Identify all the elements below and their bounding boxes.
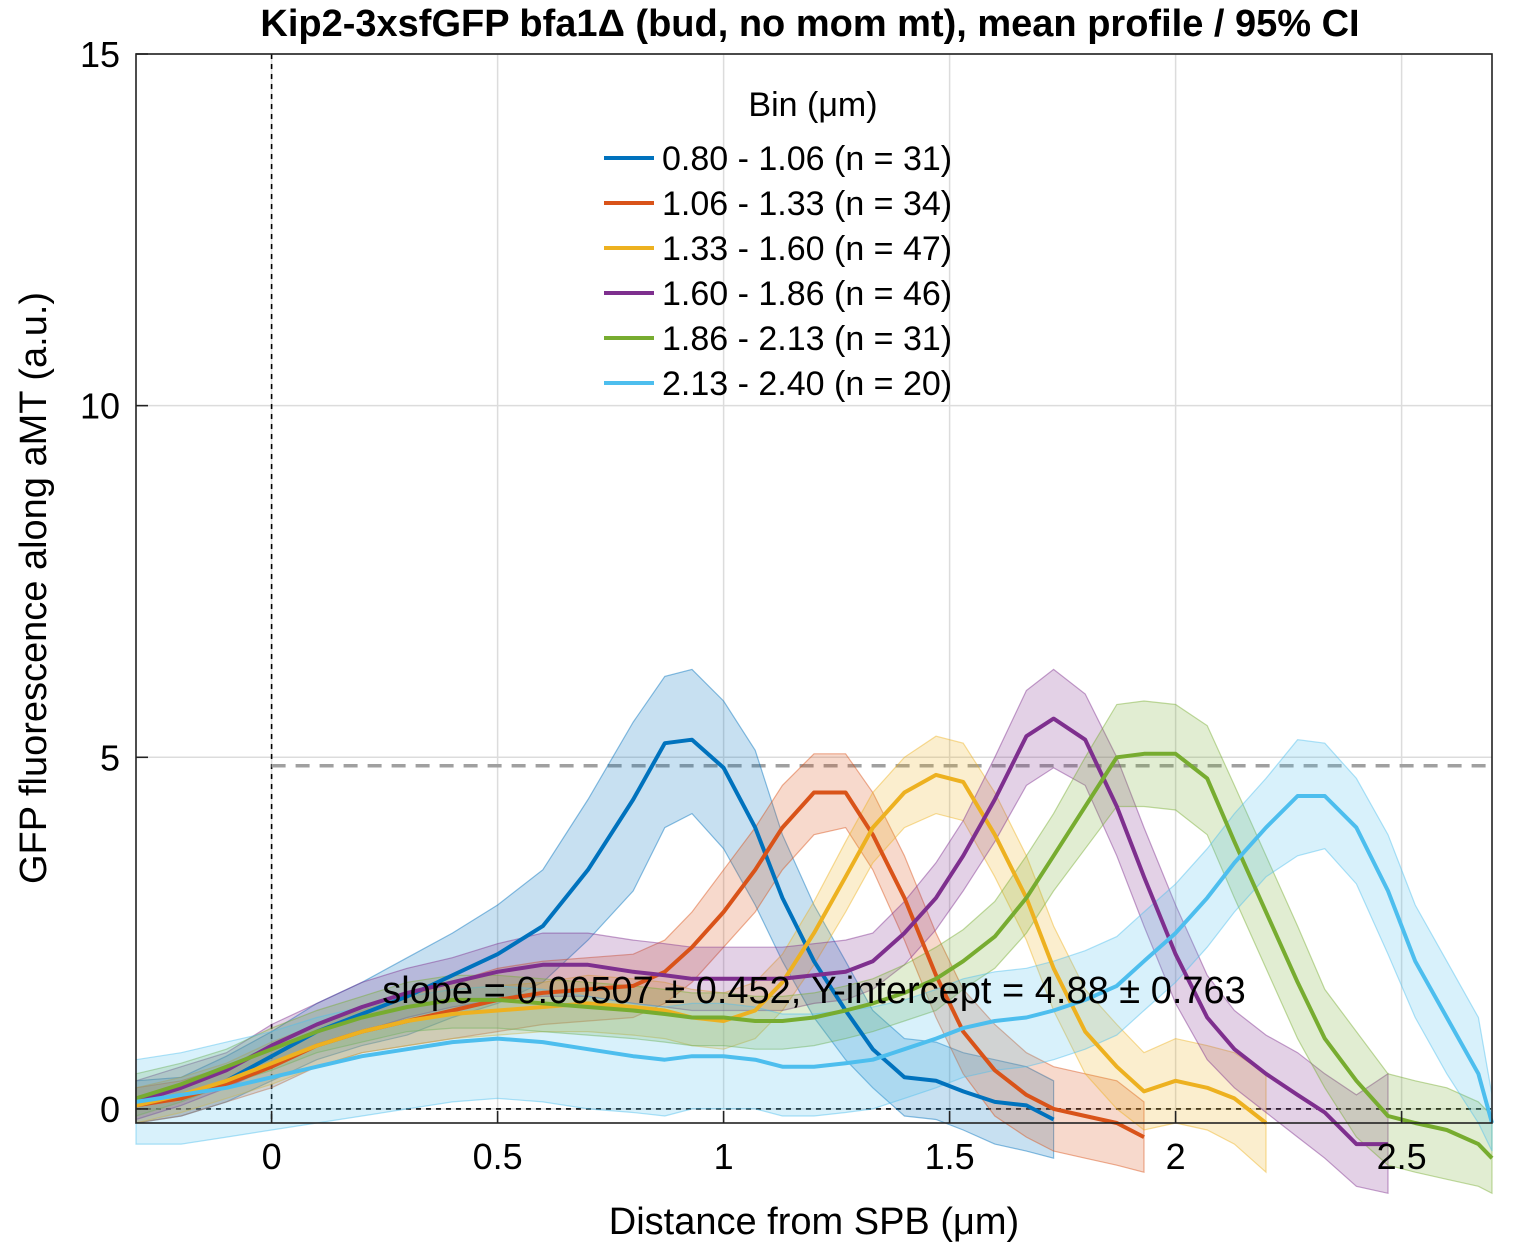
legend-entry-6: 2.13 - 2.40 (n = 20) bbox=[662, 365, 952, 403]
series-lines bbox=[135, 716, 1494, 1160]
y-tick-label: 5 bbox=[100, 737, 120, 778]
fit-annotation: slope = 0.00507 ± 0.452, Y-intercept = 4… bbox=[382, 970, 1246, 1012]
legend-entry-3: 1.33 - 1.60 (n = 47) bbox=[662, 230, 952, 268]
y-tick-label: 10 bbox=[80, 386, 120, 427]
legend-entry-4: 1.60 - 1.86 (n = 46) bbox=[662, 275, 952, 313]
series-line-5 bbox=[135, 751, 1494, 1160]
axis-ticks: 0 0.5 1 1.5 2 2.5 0 5 10 15 bbox=[80, 34, 1427, 1177]
series-line-3 bbox=[135, 772, 1268, 1125]
chart-title: Kip2-3xsfGFP bfa1Δ (bud, no mom mt), mea… bbox=[260, 3, 1359, 45]
ci-band-2 bbox=[135, 753, 1145, 1173]
x-tick-label: 2.5 bbox=[1377, 1136, 1427, 1177]
legend-entry-1: 0.80 - 1.06 (n = 31) bbox=[662, 140, 952, 178]
series-line-6 bbox=[135, 794, 1494, 1124]
x-tick-label: 1 bbox=[714, 1136, 734, 1177]
ci-band-5 bbox=[135, 700, 1493, 1195]
ci-band-6 bbox=[135, 739, 1493, 1152]
x-tick-label: 1.5 bbox=[925, 1136, 975, 1177]
reference-lines bbox=[136, 54, 1492, 1123]
x-tick-label: 0 bbox=[262, 1136, 282, 1177]
series-line-4 bbox=[135, 716, 1388, 1147]
ci-band-4 bbox=[135, 668, 1389, 1195]
legend-entry-5: 1.86 - 2.13 (n = 31) bbox=[662, 320, 952, 358]
ci-band-1 bbox=[135, 668, 1055, 1159]
ci-band-3 bbox=[135, 735, 1267, 1174]
legend-entry-2: 1.06 - 1.33 (n = 34) bbox=[662, 185, 952, 223]
legend-title: Bin (μm) bbox=[748, 86, 877, 124]
legend: Bin (μm) 0.80 - 1.06 (n = 31) 1.06 - 1.33… bbox=[604, 86, 952, 403]
y-axis-label: GFP fluorescence along aMT (a.u.) bbox=[13, 292, 55, 884]
y-tick-label: 15 bbox=[80, 34, 120, 75]
plot-frame bbox=[135, 53, 1493, 1124]
x-axis-label: Distance from SPB (μm) bbox=[609, 1201, 1019, 1243]
confidence-bands bbox=[135, 668, 1493, 1195]
x-tick-label: 2 bbox=[1166, 1136, 1186, 1177]
y-tick-label: 0 bbox=[100, 1089, 120, 1130]
x-tick-label: 0.5 bbox=[473, 1136, 523, 1177]
